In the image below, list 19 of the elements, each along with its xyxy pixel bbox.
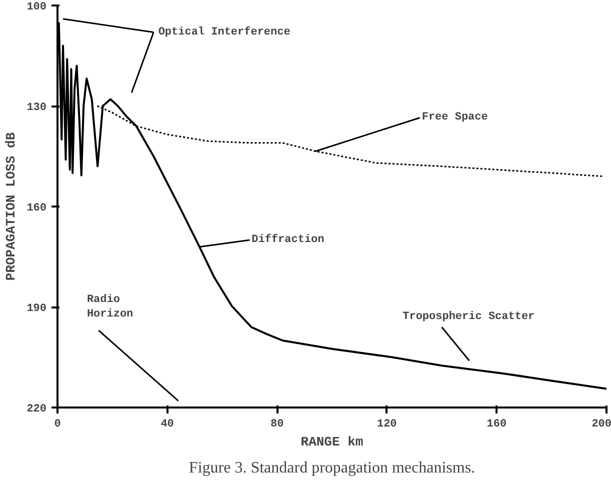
y-axis-title: PROPAGATION LOSS dB [4,132,19,281]
x-tick-label: 80 [270,418,284,430]
x-tick-label: 160 [486,418,507,430]
y-tick-label: 160 [26,202,47,214]
y-tick-label: 100 [26,2,47,14]
caption: Figure 3. Standard propagation mechanisms. [188,460,476,476]
x-tick-label: 120 [377,418,397,430]
annotation: Radio Horizon [86,294,134,320]
x-tick-label: 200 [592,418,611,430]
annotation: Optical Interference [158,25,291,38]
x-tick-label: 0 [54,418,61,430]
y-tick-label: 220 [26,404,47,416]
y-tick-label: 190 [26,303,47,315]
x-axis-title: RANGE km [300,434,364,450]
annotation: Tropospheric Scatter [402,311,535,324]
y-tick-label: 130 [26,102,47,114]
annotation: Free Space [422,112,488,124]
annotation: Diffraction [252,233,324,246]
x-tick-label: 40 [160,418,174,430]
